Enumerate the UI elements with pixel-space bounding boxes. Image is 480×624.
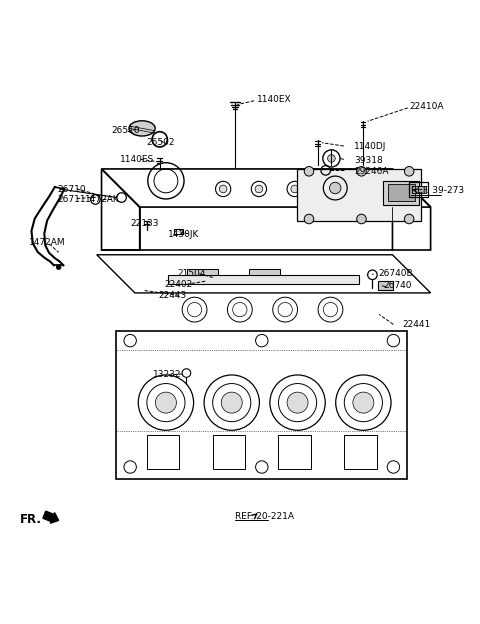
Text: 26711: 26711 — [58, 195, 86, 204]
Bar — [174, 228, 182, 234]
Circle shape — [357, 167, 366, 176]
Text: 1472AK: 1472AK — [85, 195, 120, 204]
Circle shape — [357, 214, 366, 224]
Text: 1472AM: 1472AM — [29, 238, 66, 247]
Text: 13232: 13232 — [153, 371, 181, 379]
Bar — [147, 435, 180, 469]
Text: 22410A: 22410A — [409, 102, 444, 112]
Polygon shape — [297, 169, 421, 222]
Circle shape — [327, 185, 334, 193]
FancyArrow shape — [43, 511, 59, 524]
Text: 1140ES: 1140ES — [120, 155, 154, 164]
Polygon shape — [187, 269, 218, 275]
Circle shape — [329, 182, 341, 193]
Text: 1140EX: 1140EX — [256, 95, 291, 104]
Circle shape — [328, 155, 335, 162]
Bar — [278, 435, 311, 469]
Text: REF. 20-221A: REF. 20-221A — [235, 512, 294, 520]
Bar — [213, 435, 245, 469]
Circle shape — [156, 392, 177, 413]
Text: 22443: 22443 — [159, 291, 187, 300]
Text: 26740B: 26740B — [378, 270, 413, 278]
Circle shape — [304, 214, 314, 224]
Circle shape — [221, 392, 242, 413]
Circle shape — [353, 392, 374, 413]
Circle shape — [287, 392, 308, 413]
Polygon shape — [388, 184, 415, 202]
Text: 26740: 26740 — [383, 281, 411, 290]
Polygon shape — [250, 269, 280, 275]
Bar — [378, 281, 394, 290]
Circle shape — [291, 185, 299, 193]
Text: 26510: 26510 — [111, 126, 140, 135]
Text: 22133: 22133 — [130, 219, 159, 228]
Bar — [344, 435, 377, 469]
Text: FR.: FR. — [20, 513, 41, 526]
Text: 21504: 21504 — [177, 270, 205, 278]
Text: 22402: 22402 — [165, 280, 193, 289]
Text: 26502: 26502 — [147, 138, 175, 147]
Circle shape — [304, 167, 314, 176]
Text: 39318: 39318 — [354, 156, 383, 165]
Circle shape — [255, 185, 263, 193]
Polygon shape — [168, 275, 359, 285]
Ellipse shape — [129, 121, 155, 136]
Text: 1430JK: 1430JK — [168, 230, 200, 239]
Text: 26710: 26710 — [58, 185, 86, 195]
Circle shape — [56, 265, 61, 270]
Circle shape — [404, 167, 414, 176]
Polygon shape — [383, 181, 419, 205]
Circle shape — [219, 185, 227, 193]
Polygon shape — [411, 186, 426, 193]
Text: REF. 39-273: REF. 39-273 — [410, 186, 464, 195]
Text: 1140DJ: 1140DJ — [354, 142, 387, 150]
Text: 29246A: 29246A — [354, 167, 389, 176]
Text: 22441: 22441 — [402, 320, 430, 329]
Circle shape — [404, 214, 414, 224]
